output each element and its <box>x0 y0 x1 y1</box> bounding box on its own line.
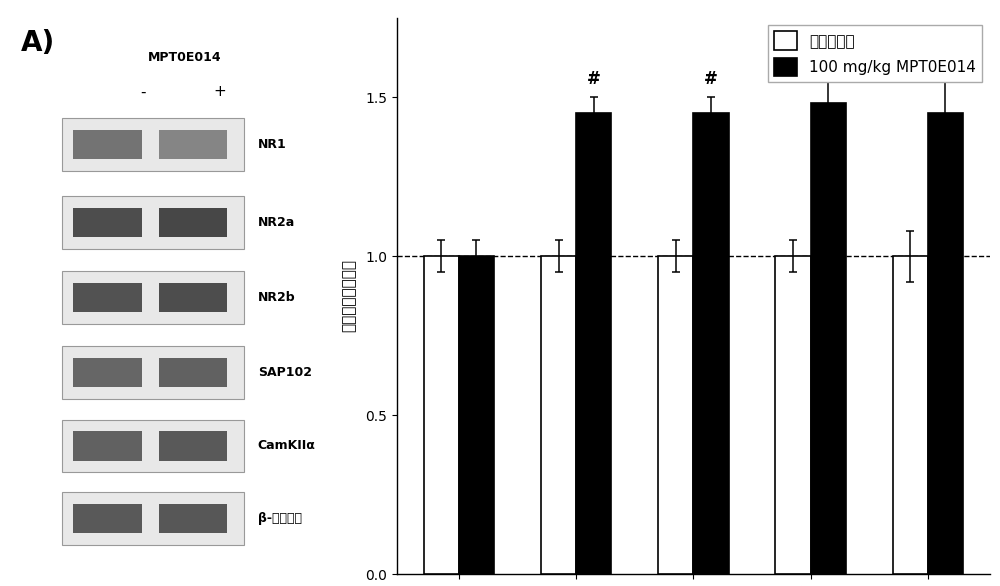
Text: #: # <box>587 70 601 87</box>
Bar <box>62 271 244 323</box>
Bar <box>159 431 227 461</box>
Y-axis label: 媒剂对照组之倍数: 媒剂对照组之倍数 <box>342 260 357 332</box>
Text: +: + <box>213 84 226 100</box>
Bar <box>424 256 459 574</box>
Text: SAP102: SAP102 <box>258 366 312 379</box>
Bar <box>775 256 811 574</box>
Text: -: - <box>140 84 145 100</box>
Bar <box>693 113 729 574</box>
Text: NR2b: NR2b <box>258 291 295 304</box>
Bar <box>459 256 494 574</box>
Bar <box>73 431 142 461</box>
Bar <box>576 113 611 574</box>
Bar <box>62 346 244 399</box>
Bar <box>62 196 244 248</box>
Text: NR1: NR1 <box>258 138 287 151</box>
Text: β-肌动蛋白: β-肌动蛋白 <box>258 512 302 525</box>
Text: NR2a: NR2a <box>258 216 295 229</box>
Bar <box>62 492 244 545</box>
Bar <box>893 256 928 574</box>
Legend: 媒剂对照组, 100 mg/kg MPT0E014: 媒剂对照组, 100 mg/kg MPT0E014 <box>768 25 982 83</box>
Bar <box>73 130 142 159</box>
Bar <box>658 256 693 574</box>
Text: **: ** <box>820 50 837 69</box>
Text: MPT0E014: MPT0E014 <box>148 51 221 64</box>
Bar <box>928 113 963 574</box>
Bar <box>159 283 227 312</box>
Text: B): B) <box>337 0 371 1</box>
Text: *: * <box>941 41 950 59</box>
Bar <box>73 504 142 533</box>
Bar <box>159 358 227 387</box>
Bar <box>62 420 244 472</box>
Bar <box>811 104 846 574</box>
Bar <box>62 118 244 171</box>
Bar <box>73 283 142 312</box>
Bar <box>73 207 142 237</box>
Bar <box>159 130 227 159</box>
Bar <box>73 358 142 387</box>
Text: CamKIIα: CamKIIα <box>258 440 316 452</box>
Text: #: # <box>704 70 718 87</box>
Bar <box>159 207 227 237</box>
Bar <box>541 256 576 574</box>
Bar <box>159 504 227 533</box>
Text: A): A) <box>20 29 55 57</box>
